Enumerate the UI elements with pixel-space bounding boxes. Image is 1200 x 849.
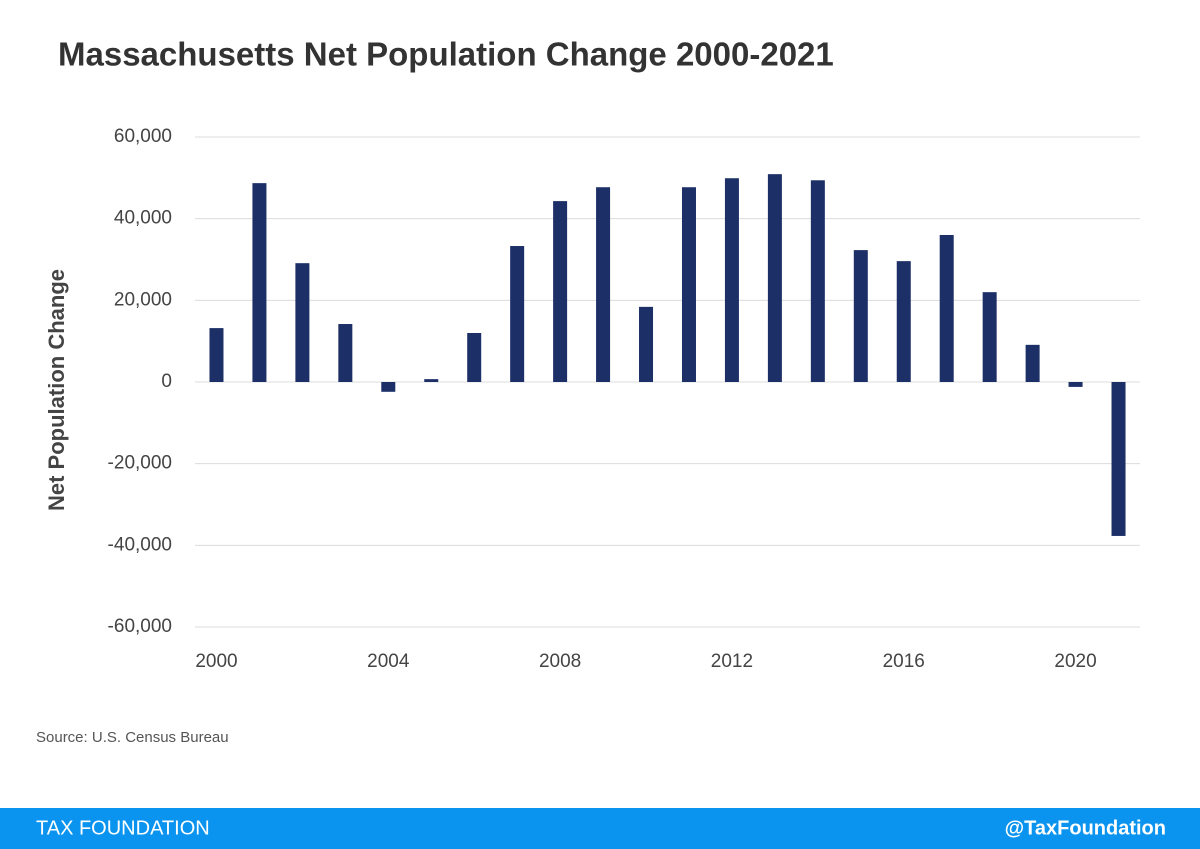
bar bbox=[681, 187, 696, 382]
y-axis-label: Net Population Change bbox=[44, 269, 69, 511]
bar bbox=[510, 246, 525, 382]
bar bbox=[982, 292, 997, 382]
bar bbox=[295, 263, 310, 382]
bar bbox=[209, 328, 224, 382]
bar bbox=[424, 379, 439, 382]
x-tick-label: 2008 bbox=[539, 651, 581, 672]
bar bbox=[252, 183, 267, 382]
bar bbox=[381, 382, 396, 392]
y-tick-label: 20,000 bbox=[114, 289, 172, 310]
footer-right: @TaxFoundation bbox=[1005, 817, 1166, 839]
chart-title: Massachusetts Net Population Change 2000… bbox=[58, 36, 834, 73]
bar bbox=[553, 201, 568, 382]
y-tick-label: 40,000 bbox=[114, 208, 172, 229]
source: Source: U.S. Census Bureau bbox=[36, 729, 229, 746]
bar bbox=[338, 324, 353, 382]
bar bbox=[1025, 344, 1040, 382]
bar bbox=[467, 333, 482, 382]
bar bbox=[639, 306, 654, 382]
bar bbox=[896, 261, 911, 382]
bar bbox=[767, 174, 782, 382]
y-tick-label: 60,000 bbox=[114, 126, 172, 147]
x-tick-label: 2012 bbox=[711, 651, 753, 672]
bar bbox=[596, 187, 611, 382]
bar bbox=[853, 250, 868, 382]
x-tick-label: 2016 bbox=[883, 651, 925, 672]
y-tick-label: 0 bbox=[161, 371, 172, 392]
bar bbox=[939, 235, 954, 382]
y-tick-label: -60,000 bbox=[108, 616, 172, 637]
bar bbox=[1111, 382, 1126, 536]
x-tick-label: 2000 bbox=[195, 651, 237, 672]
bar bbox=[724, 178, 739, 382]
y-tick-label: -20,000 bbox=[108, 453, 172, 474]
footer-bar bbox=[0, 808, 1200, 849]
bar bbox=[1068, 382, 1083, 387]
x-tick-label: 2004 bbox=[367, 651, 410, 672]
y-tick-label: -40,000 bbox=[108, 534, 172, 555]
x-tick-label: 2020 bbox=[1054, 651, 1096, 672]
footer-left: TAX FOUNDATION bbox=[36, 817, 210, 839]
bar bbox=[810, 180, 825, 382]
